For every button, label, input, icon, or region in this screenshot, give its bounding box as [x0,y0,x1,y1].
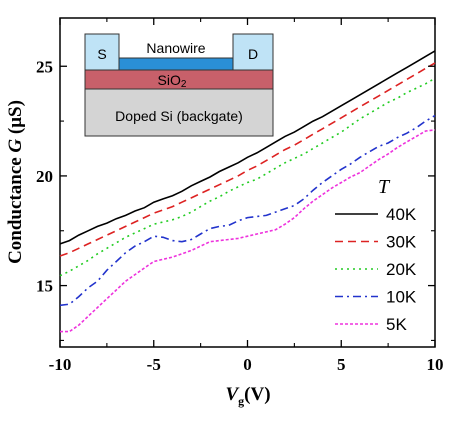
series-line-20k [59,77,436,277]
legend-label-30k: 30K [386,233,417,252]
y-tick-label: 15 [36,277,53,296]
x-tick-label: 10 [427,355,444,374]
x-tick-label: 0 [243,355,252,374]
legend-title: T [378,176,391,198]
legend-label-10k: 10K [386,288,417,307]
legend-label-40k: 40K [386,205,417,224]
inset-drain-label: D [248,46,258,62]
legend-label-20k: 20K [386,260,417,279]
inset-substrate [84,87,274,137]
series-line-10k [59,114,436,307]
y-tick-label: 20 [36,167,53,186]
inset-substrate-label: Doped Si (backgate) [115,108,243,124]
y-axis-title: Conductance G (μS) [5,100,26,264]
inset-nanowire [118,57,234,71]
x-tick-label: -10 [49,355,72,374]
x-tick-label: -5 [147,355,161,374]
series-line-40k [59,50,436,245]
y-tick-label: 25 [36,57,53,76]
legend-label-5k: 5K [386,315,407,334]
inset-oxide-label: SiO2 [158,72,187,90]
x-tick-label: 5 [337,355,346,374]
series-line-30k [59,62,436,257]
device-inset: S D Nanowire SiO2 Doped Si (backgate) [84,33,274,137]
tick-layer: -10 -5 0 5 10 15 20 25 [36,18,444,374]
inset-source-contact [84,33,120,71]
inset-source-label: S [97,46,106,62]
x-axis-title: Vg(V) [225,384,270,408]
legend: T 40K 30K 20K 10K 5K [335,176,417,334]
inset-nanowire-label: Nanowire [146,40,205,56]
inset-oxide-subscript: 2 [181,79,187,90]
series-layer [59,50,436,333]
series-line-5k [60,129,436,333]
inset-drain-contact [232,33,274,71]
